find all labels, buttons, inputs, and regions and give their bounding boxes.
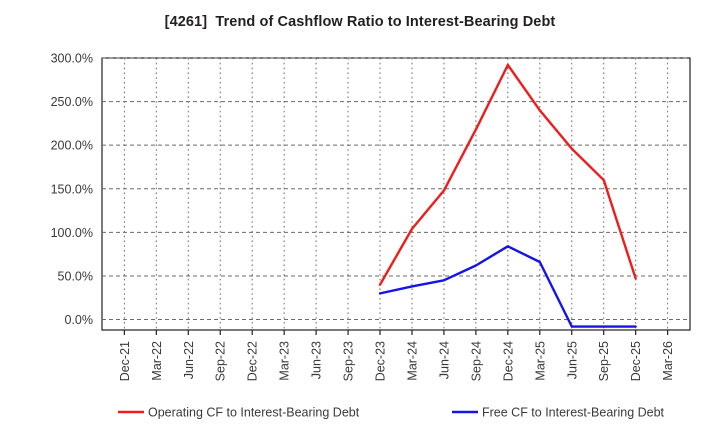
y-tick-label: 150.0%	[51, 182, 93, 196]
x-axis-tick-labels: Dec-21 Mar-22 Jun-22 Sep-22 Dec-22 Mar-23 Jun-…	[118, 341, 675, 381]
y-gridlines	[102, 57, 690, 321]
y-axis-tick-labels: 0.0% 50.0% 100.0% 150.0% 200.0% 250.0% 300.0%	[51, 52, 93, 328]
y-tick-label: 300.0%	[51, 52, 93, 66]
x-tick-label: Jun-25	[565, 341, 579, 379]
x-tick-label: Jun-23	[310, 341, 324, 379]
x-tick-label: Dec-24	[501, 341, 515, 381]
x-tick-label: Jun-24	[437, 341, 451, 379]
x-tick-label: Mar-22	[150, 341, 164, 381]
legend-label-1: Operating CF to Interest-Bearing Debt	[148, 406, 360, 420]
x-tick-label: Mar-25	[533, 341, 547, 381]
y-tick-label: 250.0%	[51, 95, 93, 109]
x-tick-label: Mar-23	[278, 341, 292, 381]
x-gridlines	[123, 58, 669, 330]
y-tick-label: 50.0%	[58, 269, 93, 283]
x-axis-ticks	[123, 330, 669, 335]
x-tick-label: Dec-25	[629, 341, 643, 381]
x-tick-label: Sep-23	[342, 341, 356, 381]
x-tick-label: Dec-23	[374, 341, 388, 381]
data-series-lines	[378, 63, 637, 328]
series-line-2	[378, 245, 637, 328]
series-line-1	[378, 63, 637, 286]
x-tick-label: Sep-22	[214, 341, 228, 381]
x-tick-label: Jun-22	[182, 341, 196, 379]
x-tick-label: Mar-26	[661, 341, 675, 381]
x-tick-label: Sep-24	[469, 341, 483, 381]
x-tick-label: Dec-22	[246, 341, 260, 381]
y-tick-label: 200.0%	[51, 139, 93, 153]
chart-title: [4261] Trend of Cashflow Ratio to Intere…	[164, 14, 556, 30]
x-tick-label: Mar-24	[405, 341, 419, 381]
chart-legend: Operating CF to Interest-Bearing Debt Fre…	[118, 406, 665, 420]
x-tick-label: Sep-25	[597, 341, 611, 381]
y-tick-label: 0.0%	[65, 313, 94, 327]
legend-label-2: Free CF to Interest-Bearing Debt	[482, 406, 665, 420]
x-tick-label: Dec-21	[118, 341, 132, 381]
y-tick-label: 100.0%	[51, 226, 93, 240]
